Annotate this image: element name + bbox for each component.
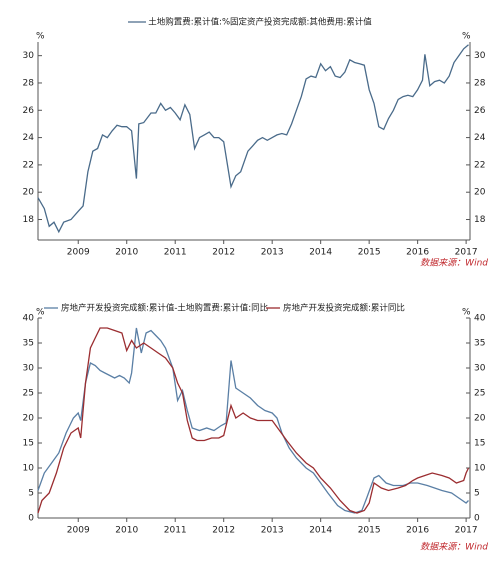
x-tick-label: 2011 — [164, 526, 187, 536]
y-tick-label: 40 — [23, 314, 35, 324]
y2-unit: % — [462, 308, 471, 318]
y-tick-label: 30 — [23, 364, 35, 374]
y2-tick-label: 15 — [474, 439, 485, 449]
y2-tick-label: 26 — [474, 106, 486, 116]
y2-tick-label: 28 — [474, 78, 486, 88]
y-tick-label: 22 — [23, 160, 34, 170]
y2-tick-label: 25 — [474, 389, 485, 399]
legend-label: 房地产开发投资完成额:累计同比 — [283, 303, 405, 314]
x-tick-label: 2011 — [164, 248, 187, 258]
y2-tick-label: 35 — [474, 339, 485, 349]
y2-tick-label: 10 — [474, 464, 486, 474]
y2-tick-label: 5 — [474, 489, 480, 499]
x-tick-label: 2013 — [261, 526, 284, 536]
legend-label: 房地产开发投资完成额:累计值-土地购置费:累计值:同比 — [61, 303, 268, 314]
x-tick-label: 2014 — [309, 248, 332, 258]
y2-tick-label: 30 — [474, 364, 486, 374]
source-note: 数据来源：Wind — [420, 258, 488, 269]
y-tick-label: 15 — [23, 439, 34, 449]
y-tick-label: 18 — [23, 215, 35, 225]
x-tick-label: 2017 — [455, 526, 478, 536]
x-tick-label: 2010 — [115, 248, 138, 258]
y-tick-label: 20 — [23, 188, 35, 198]
y-tick-label: 10 — [23, 464, 35, 474]
x-tick-label: 2015 — [358, 526, 381, 536]
y2-tick-label: 22 — [474, 160, 485, 170]
y2-tick-label: 0 — [474, 514, 480, 524]
x-tick-label: 2010 — [115, 526, 138, 536]
y2-tick-label: 20 — [474, 188, 486, 198]
y2-tick-label: 30 — [474, 51, 486, 61]
x-tick-label: 2017 — [455, 248, 478, 258]
data-line — [37, 327, 470, 514]
y-tick-label: 35 — [23, 339, 34, 349]
y2-tick-label: 20 — [474, 414, 486, 424]
data-line — [37, 327, 469, 514]
y-tick-label: 20 — [23, 414, 35, 424]
y2-tick-label: 24 — [474, 133, 486, 143]
source-note: 数据来源：Wind — [420, 542, 488, 553]
y-tick-label: 25 — [23, 389, 34, 399]
data-line — [37, 44, 469, 234]
y-tick-label: 28 — [23, 78, 35, 88]
x-tick-label: 2012 — [212, 526, 235, 536]
x-tick-label: 2016 — [406, 526, 429, 536]
y-tick-label: 24 — [23, 133, 35, 143]
x-tick-label: 2013 — [261, 248, 284, 258]
y-tick-label: 26 — [23, 106, 35, 116]
y2-tick-label: 40 — [474, 314, 486, 324]
x-tick-label: 2016 — [406, 248, 429, 258]
x-tick-label: 2014 — [309, 526, 332, 536]
x-tick-label: 2009 — [67, 248, 90, 258]
x-tick-label: 2009 — [67, 526, 90, 536]
y-tick-label: 30 — [23, 51, 35, 61]
x-tick-label: 2015 — [358, 248, 381, 258]
y-tick-label: 0 — [28, 514, 34, 524]
y2-tick-label: 18 — [474, 215, 486, 225]
y-unit: % — [36, 308, 45, 318]
y-tick-label: 5 — [28, 489, 34, 499]
y-unit: % — [36, 32, 45, 42]
y2-unit: % — [462, 32, 471, 42]
x-tick-label: 2012 — [212, 248, 235, 258]
chart-title: 土地购置费:累计值:%固定资产投资完成额:其他费用:累计值 — [148, 17, 372, 28]
